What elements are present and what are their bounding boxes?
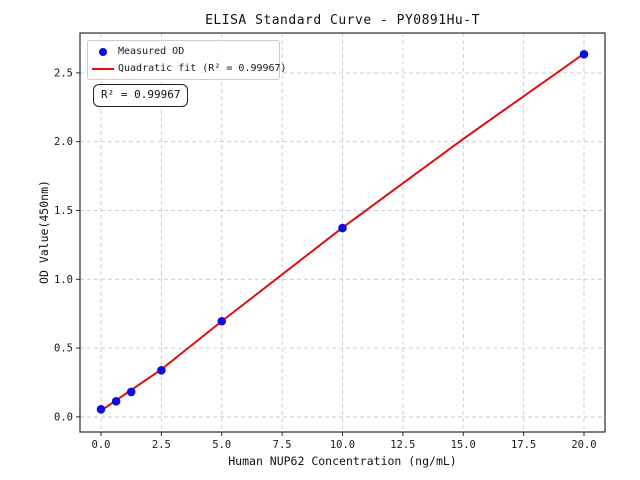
data-point — [96, 404, 106, 414]
x-tick-label: 12.5 — [390, 439, 415, 451]
y-tick-label: 0.5 — [54, 343, 73, 355]
legend-swatch — [88, 47, 118, 56]
data-point — [157, 366, 166, 375]
x-axis-label: Human NUP62 Concentration (ng/mL) — [228, 454, 457, 468]
quadratic-fit-line-icon — [92, 67, 114, 70]
x-tick-label: 15.0 — [451, 439, 476, 451]
x-tick-label: 7.5 — [273, 439, 292, 451]
x-tick-label: 5.0 — [212, 439, 231, 451]
x-tick-label: 2.5 — [152, 439, 171, 451]
y-axis-label: OD Value(450nm) — [37, 180, 51, 284]
x-tick-label: 10.0 — [330, 439, 355, 451]
y-tick-label: 2.5 — [54, 67, 73, 79]
data-point — [338, 223, 347, 233]
data-point — [111, 397, 121, 406]
data-point — [579, 50, 589, 59]
legend-item-measured-od: Measured OD — [88, 44, 279, 59]
legend: Measured OD Quadratic fit (R² = 0.99967) — [87, 40, 287, 80]
legend-label-measured-od: Measured OD — [118, 46, 185, 57]
x-tick-label: 0.0 — [92, 439, 111, 451]
x-tick-label: 17.5 — [511, 439, 536, 451]
x-tick-label: 20.0 — [571, 439, 596, 451]
data-point — [126, 387, 136, 397]
data-point — [217, 316, 227, 326]
r-squared-annotation: R² = 0.99967 — [93, 84, 189, 107]
measured-od-marker-icon — [99, 47, 107, 56]
y-tick-label: 2.0 — [54, 136, 73, 148]
legend-item-quadratic-fit: Quadratic fit (R² = 0.99967) — [88, 61, 287, 76]
quadratic-fit-line — [100, 52, 585, 412]
chart-title: ELISA Standard Curve - PY0891Hu-T — [205, 13, 480, 28]
y-tick-label: 1.0 — [54, 274, 73, 286]
y-tick-label: 0.0 — [54, 411, 73, 423]
legend-swatch — [88, 67, 118, 70]
legend-label-quadratic-fit: Quadratic fit (R² = 0.99967) — [118, 63, 287, 74]
y-tick-label: 1.5 — [54, 205, 73, 217]
